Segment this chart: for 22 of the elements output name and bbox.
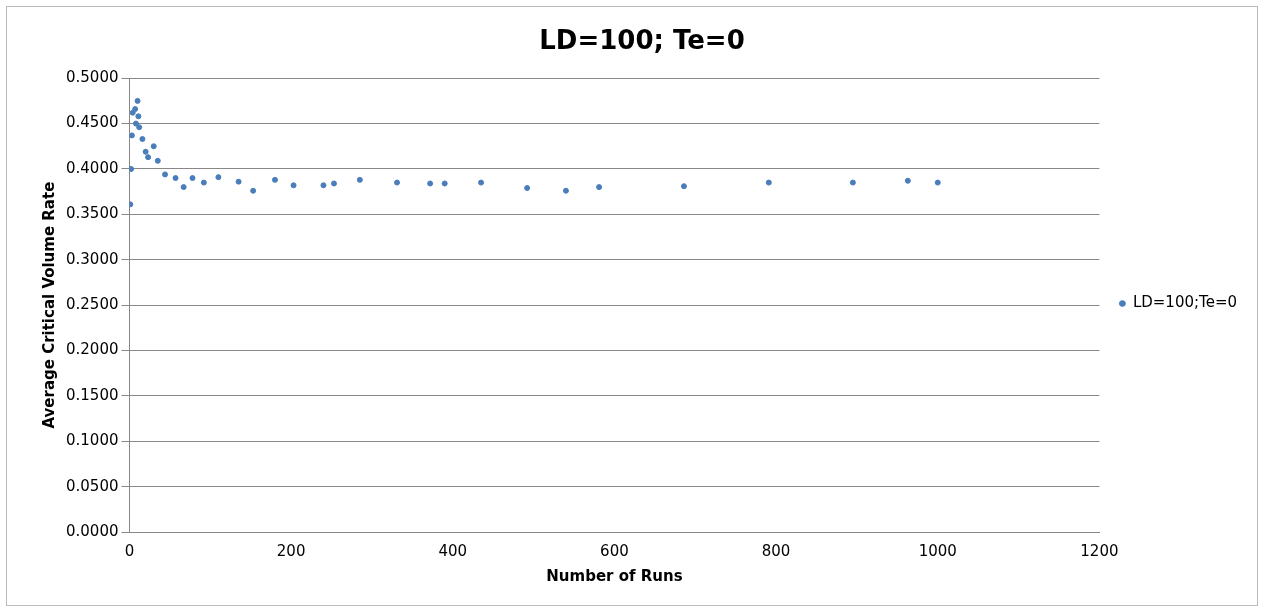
y-tick-label: 0.0500 (65, 476, 119, 495)
y-tick-label: 0.5000 (65, 68, 119, 87)
y-tick-label: 0.3000 (65, 249, 119, 268)
x-tick-label: 200 (276, 541, 306, 560)
x-axis-title: Number of Runs (546, 566, 683, 585)
y-tick-label: 0.2500 (65, 294, 119, 313)
x-tick-label: 1000 (918, 541, 957, 560)
y-axis-title: Average Critical Volume Rate (39, 181, 58, 429)
chart-title: LD=100; Te=0 (539, 25, 745, 56)
legend-label: LD=100;Te=0 (1132, 293, 1238, 312)
y-tick-label: 0.4500 (65, 113, 119, 132)
x-tick-label: 400 (438, 541, 468, 560)
y-tick-label: 0.1500 (65, 385, 119, 404)
x-tick-label: 1200 (1080, 541, 1119, 560)
y-tick-label: 0.4000 (65, 158, 119, 177)
y-tick-label: 0.1000 (65, 431, 119, 450)
x-tick-label: 800 (761, 541, 791, 560)
y-tick-label: 0.3500 (65, 204, 119, 223)
x-tick-label: 0 (124, 541, 135, 560)
y-tick-label: 0.0000 (65, 521, 119, 540)
x-tick-label: 600 (600, 541, 629, 560)
y-tick-label: 0.2000 (65, 340, 119, 359)
